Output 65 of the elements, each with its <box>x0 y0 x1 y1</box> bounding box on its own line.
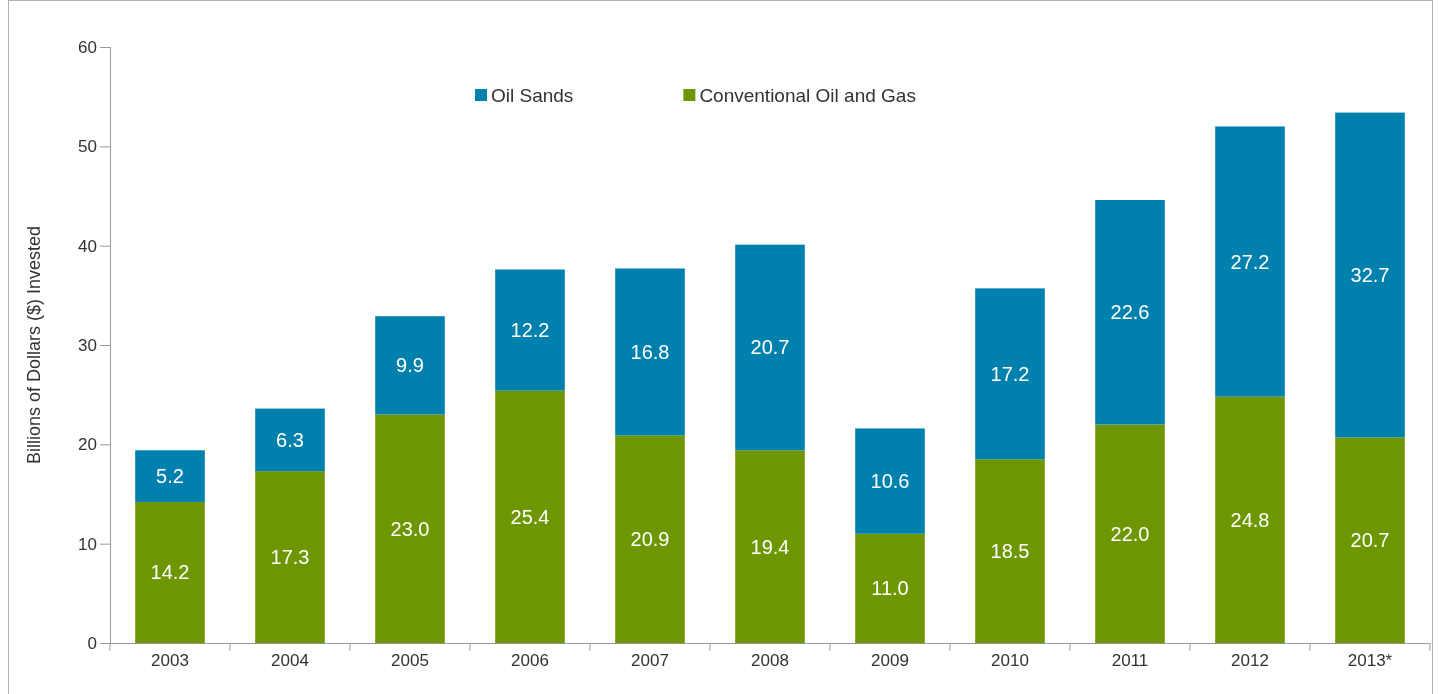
bar <box>855 428 925 534</box>
x-tick-label: 2009 <box>871 651 909 671</box>
bar <box>375 316 445 415</box>
data-label: 20.7 <box>1350 529 1390 552</box>
data-label: 17.2 <box>990 362 1030 385</box>
data-label: 11.0 <box>871 577 909 600</box>
y-tick-label: 10 <box>78 534 97 554</box>
data-label: 20.7 <box>750 336 790 359</box>
x-tick-label: 2004 <box>271 651 309 671</box>
data-label: 9.9 <box>396 354 424 377</box>
bar <box>495 269 565 391</box>
bar <box>975 288 1045 460</box>
x-tick-label: 2008 <box>751 651 789 671</box>
data-label: 32.7 <box>1350 263 1390 286</box>
data-label: 10.6 <box>870 470 910 493</box>
bar <box>135 450 205 502</box>
bar <box>375 414 445 643</box>
bar <box>255 408 325 472</box>
bar <box>855 533 925 643</box>
data-label: 23.0 <box>390 517 430 540</box>
bar <box>975 459 1045 643</box>
bar <box>1215 126 1285 397</box>
x-tick-label: 2010 <box>991 651 1029 671</box>
data-label: 20.9 <box>630 528 670 551</box>
data-label: 18.5 <box>990 540 1030 563</box>
y-axis-title: Billions of Dollars ($) Invested <box>24 225 44 465</box>
bar <box>1335 112 1405 438</box>
x-tick-label: 2005 <box>391 651 429 671</box>
x-tick-label: 2013* <box>1347 651 1393 671</box>
data-label: 17.3 <box>270 546 310 569</box>
y-tick-label: 30 <box>78 335 97 355</box>
data-label: 12.2 <box>510 319 550 342</box>
legend-label: Oil Sands <box>491 84 574 106</box>
y-tick-label: 40 <box>78 236 97 256</box>
bar <box>1335 437 1405 643</box>
data-label: 19.4 <box>750 535 790 558</box>
bar <box>1095 199 1165 425</box>
data-label: 27.2 <box>1230 250 1270 273</box>
data-label: 14.2 <box>150 561 190 584</box>
data-label: 5.2 <box>156 465 184 488</box>
data-label: 16.8 <box>630 340 670 363</box>
data-label: 22.0 <box>1110 522 1150 545</box>
data-label: 24.8 <box>1230 508 1270 531</box>
bar <box>135 501 205 643</box>
bar <box>495 390 565 643</box>
x-tick-label: 2012 <box>1231 651 1269 671</box>
data-label: 25.4 <box>510 505 550 528</box>
y-tick-label: 0 <box>87 633 97 653</box>
legend-label: Conventional Oil and Gas <box>699 84 916 106</box>
y-tick-label: 50 <box>78 137 97 157</box>
bar <box>615 268 685 436</box>
x-tick-label: 2011 <box>1111 651 1149 671</box>
bar <box>255 471 325 643</box>
bar <box>1095 424 1165 643</box>
bar <box>615 435 685 643</box>
bar <box>1215 396 1285 643</box>
data-label: 22.6 <box>1110 301 1150 324</box>
x-tick-label: 2007 <box>631 651 669 671</box>
bar <box>735 244 805 451</box>
bar <box>735 450 805 643</box>
data-label: 6.3 <box>276 428 304 451</box>
x-tick-label: 2006 <box>511 651 549 671</box>
y-tick-label: 20 <box>78 435 97 455</box>
y-tick-label: 60 <box>78 37 97 57</box>
x-tick-label: 2003 <box>151 651 189 671</box>
